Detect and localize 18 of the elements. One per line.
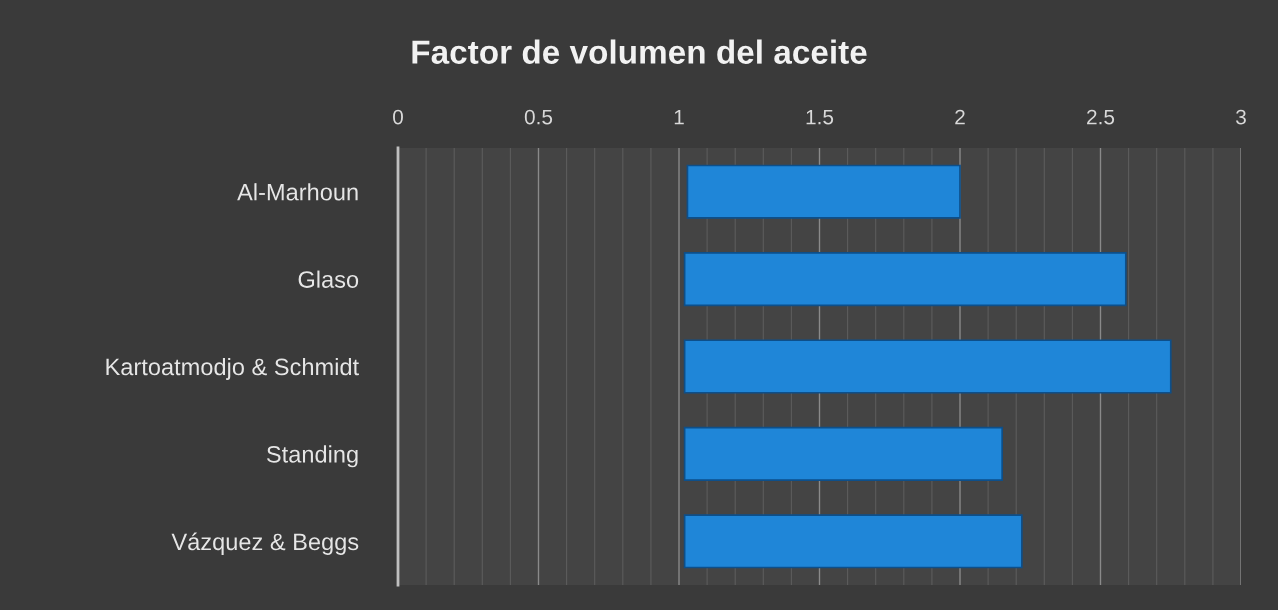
bar: [683, 426, 1003, 481]
y-tick-label: Kartoatmodjo & Schmidt: [106, 357, 359, 380]
chart-title: Factor de volumen del aceite: [412, 39, 867, 64]
bar: [683, 514, 1023, 569]
y-tick-label: Glaso: [298, 270, 359, 288]
x-tick-label: 0: [393, 109, 403, 125]
x-tick-label: 2: [955, 109, 965, 125]
x-tick-label: 0.5: [524, 109, 553, 125]
x-tick-label: 1: [674, 109, 684, 125]
x-tick-label: 2.5: [1087, 109, 1115, 125]
bar: [683, 252, 1127, 307]
y-tick-label: Al-Marhoun: [237, 183, 358, 201]
bar: [683, 339, 1172, 394]
bar: [686, 164, 961, 219]
y-tick-label: Standing: [266, 445, 358, 468]
x-tick-label: 1.5: [806, 109, 834, 125]
x-tick-label: 3: [1236, 109, 1246, 125]
y-tick-label: Vázquez & Beggs: [171, 532, 359, 555]
